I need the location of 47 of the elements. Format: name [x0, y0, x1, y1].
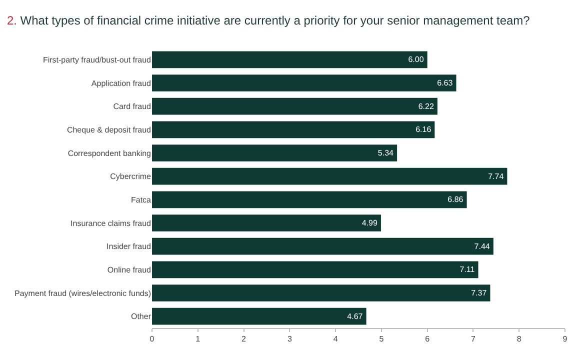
- x-tick-label: 1: [196, 334, 201, 344]
- bar: [152, 284, 490, 302]
- bar: [152, 168, 508, 185]
- y-tick-label: Insider fraud: [106, 242, 151, 252]
- x-tick-label: 4: [333, 334, 338, 344]
- bar: [152, 98, 438, 115]
- data-label: 6.63: [437, 78, 454, 88]
- bar: [152, 191, 467, 208]
- data-label: 7.37: [471, 288, 488, 298]
- y-tick-label: Online fraud: [107, 265, 151, 274]
- x-tick-label: 3: [287, 334, 292, 344]
- y-tick-label: Cybercrime: [110, 172, 152, 182]
- y-tick-label: Application fraud: [91, 78, 151, 88]
- y-tick-label: Cheque & deposit fraud: [66, 125, 151, 134]
- bar: [152, 51, 428, 68]
- x-tick-label: 7: [470, 334, 476, 344]
- data-label: 7.44: [474, 242, 490, 251]
- bar: [152, 308, 366, 325]
- y-tick-label: Insurance claims fraud: [70, 218, 151, 228]
- bar: [152, 261, 478, 278]
- x-tick-label: 2: [242, 334, 247, 344]
- x-tick-label: 6: [425, 334, 430, 344]
- bar: [152, 121, 435, 138]
- bar: [152, 144, 398, 162]
- data-label: 7.74: [488, 172, 504, 181]
- x-tick-label: 0: [150, 334, 155, 344]
- y-tick-label: Fatca: [130, 195, 152, 204]
- data-label: 5.34: [378, 148, 394, 158]
- bar: [152, 238, 494, 255]
- data-label: 6.00: [408, 55, 424, 64]
- bar: [152, 214, 381, 232]
- chart-title: 2. What types of financial crime initiative are currently a priority for your senior management team?: [6, 14, 530, 28]
- y-tick-label: First-party fraud/bust-out fraud: [42, 55, 151, 64]
- data-label: 6.86: [448, 195, 464, 204]
- data-label: 6.22: [418, 102, 434, 111]
- y-tick-label: Other: [130, 312, 152, 322]
- data-label: 7.11: [460, 265, 476, 274]
- bar: [152, 74, 456, 92]
- y-tick-label: Correspondent banking: [68, 148, 151, 158]
- x-tick-label: 8: [516, 334, 522, 344]
- data-label: 4.99: [362, 218, 378, 228]
- data-label: 4.67: [347, 312, 364, 321]
- y-tick-label: Card fraud: [113, 102, 151, 112]
- x-tick-label: 9: [562, 334, 568, 344]
- data-label: 6.16: [416, 125, 432, 134]
- y-tick-label: Payment fraud (wires/electronic funds): [14, 288, 152, 298]
- x-tick-label: 5: [379, 334, 384, 344]
